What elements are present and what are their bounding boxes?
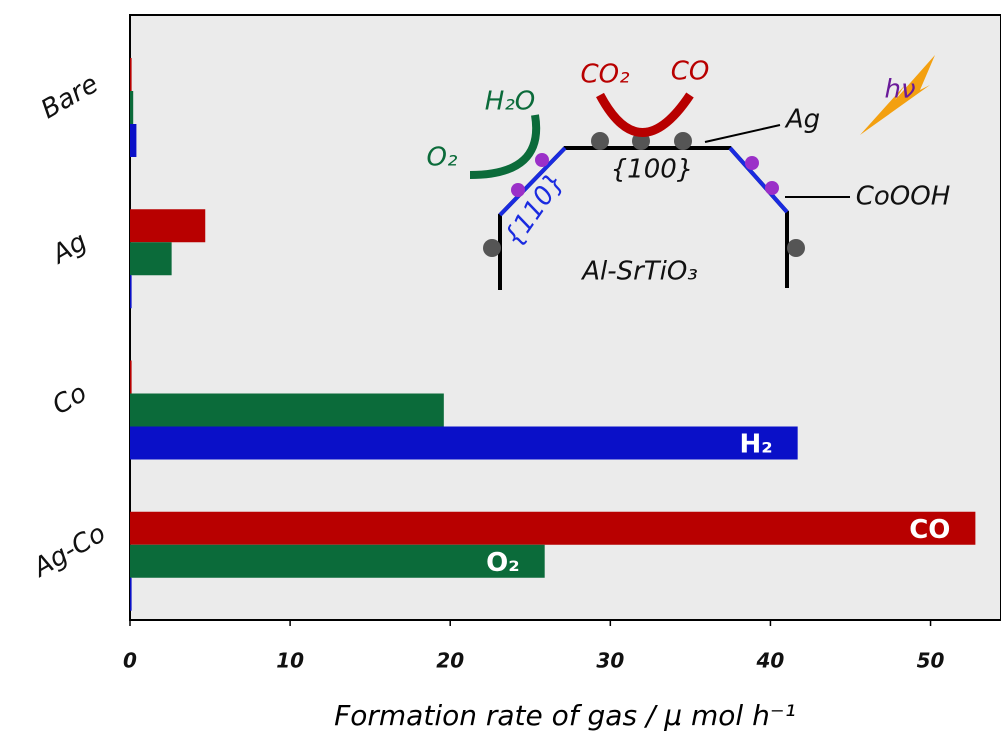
annotation: O₂	[427, 143, 458, 173]
bar	[130, 361, 132, 394]
annotation: H₂O	[485, 87, 535, 117]
bar	[130, 209, 205, 242]
x-tick-label: 50	[917, 649, 945, 673]
bar	[130, 124, 136, 157]
chart: Formation rate of gas / μ mol h⁻¹ 0 10 20 3…	[0, 0, 1001, 736]
annotation: CoOOH	[856, 182, 951, 212]
x-tick-label: 30	[596, 649, 624, 673]
bar	[130, 91, 133, 124]
annotation: hν	[884, 75, 915, 105]
x-tick-label: 10	[276, 649, 304, 673]
x-axis-label: Formation rate of gas / μ mol h⁻¹	[334, 699, 796, 732]
bar	[130, 58, 132, 91]
y-tick-label: Bare	[36, 69, 103, 125]
bar	[130, 275, 132, 308]
series-label: CO	[909, 515, 950, 545]
x-tick-label: 20	[436, 649, 464, 673]
annotation: CO	[671, 57, 710, 87]
series-label: O₂	[486, 548, 520, 578]
series-label: H₂	[740, 430, 773, 460]
annotation: CO₂	[580, 60, 629, 90]
y-tick-label: Ag	[46, 227, 92, 271]
annotation: Ag	[784, 105, 820, 135]
bar	[130, 512, 975, 545]
y-tick-label: Ag-Co	[27, 518, 111, 584]
bar	[130, 242, 172, 275]
bar	[130, 578, 132, 611]
annotation: Al-SrTiO₃	[580, 257, 698, 287]
bar	[130, 394, 444, 427]
x-tick-label: 40	[756, 649, 785, 673]
x-tick-label: 0	[123, 649, 137, 673]
y-tick-label: Co	[48, 378, 92, 421]
bar	[130, 545, 545, 578]
bar	[130, 427, 798, 460]
annotation: {100}	[611, 155, 694, 185]
